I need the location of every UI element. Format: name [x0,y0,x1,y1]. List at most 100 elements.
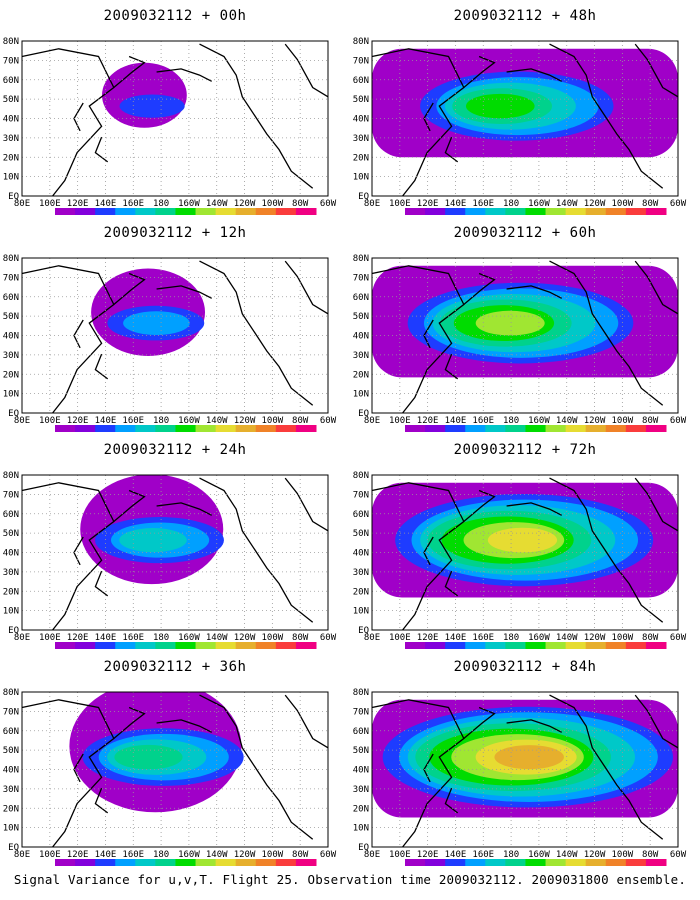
colorbar-swatch [295,642,317,649]
latitude-label: 70N [3,56,19,66]
longitude-label: 180 [503,199,519,209]
latitude-label: EQ [358,626,369,636]
longitude-label: 120W [234,199,256,209]
coastline [634,43,679,98]
coastline [444,570,459,597]
latitude-label: 40N [3,766,19,776]
longitude-label: 140E [445,633,467,643]
longitude-label: 140E [95,199,117,209]
latitude-label: 20N [353,153,369,163]
coastline [634,260,679,315]
figure-caption: Signal Variance for u,v,T. Flight 25. Ob… [13,872,687,887]
colorbar-swatch [545,642,567,649]
latitude-label: EQ [8,626,19,636]
latitude-label: 20N [353,804,369,814]
longitude-label: 80E [14,199,30,209]
colorbar-swatch [645,642,667,649]
colorbar-swatch [585,642,607,649]
colorbar-swatch [135,642,156,649]
panel-7: 2009032112 + 84h 80N 70N 60N 50N 40N 30N 20N 10… [350,651,700,868]
latitude-label: 80N [3,471,19,481]
longitude-label: 100E [389,416,411,426]
coastline [199,260,314,406]
colorbar-swatch [175,642,197,649]
coastline [634,694,679,749]
colorbar-swatch [255,425,277,432]
colorbar-swatch [275,208,297,215]
latitude-label: 80N [3,254,19,264]
variance-contour [123,311,190,336]
longitude-label: 160W [178,199,200,209]
colorbar-swatch [95,859,116,866]
colorbar-swatch [605,425,627,432]
longitude-label: 160E [122,633,144,643]
coastline [549,43,664,189]
latitude-label: 60N [353,727,369,737]
variance-contour [119,94,185,118]
longitude-label: 140W [206,633,228,643]
longitude-label: 120W [584,416,606,426]
colorbar-swatch [465,425,486,432]
longitude-label: 180 [503,850,519,860]
latitude-label: 70N [3,707,19,717]
coastline [94,570,109,597]
longitude-label: 60W [320,633,337,643]
coastline [94,136,109,163]
panel-title: 2009032112 + 00h [103,8,247,24]
latitude-label: 50N [353,95,369,105]
longitude-label: 120W [584,633,606,643]
longitude-label: 60W [670,199,687,209]
colorbar-swatch [565,425,587,432]
latitude-label: 10N [3,824,19,834]
colorbar-swatch [585,859,607,866]
longitude-label: 80E [14,416,30,426]
colorbar-swatch [215,425,237,432]
longitude-label: 100W [612,633,634,643]
panel-1: 2009032112 + 12h 80N 70N 60N 50N 40N 30N 20N 10… [0,217,350,434]
longitude-label: 140E [95,416,117,426]
latitude-label: 40N [353,549,369,559]
longitude-label: 140E [445,199,467,209]
variance-field [91,268,206,356]
colorbar-swatch [485,208,506,215]
colorbar-swatch [95,208,116,215]
longitude-label: 60W [320,199,337,209]
longitude-label: 140W [556,416,578,426]
longitude-label: 160W [178,416,200,426]
colorbar-swatch [605,208,627,215]
latitude-label: 80N [353,688,369,698]
coastline [199,43,314,189]
colorbar-swatch [75,208,96,215]
colorbar-swatch [155,859,176,866]
longitude-label: 120W [584,850,606,860]
latitude-label: 10N [3,173,19,183]
panel-title: 2009032112 + 48h [453,8,597,24]
longitude-label: 80W [642,633,659,643]
longitude-label: 80W [642,199,659,209]
colorbar-swatch [55,208,76,215]
map-frame [21,40,329,197]
colorbar-swatch [275,859,297,866]
panel-title: 2009032112 + 72h [453,442,597,458]
colorbar-swatch [405,425,426,432]
latitude-label: 10N [3,607,19,617]
latitude-label: 70N [353,707,369,717]
latitude-label: 30N [3,568,19,578]
coastline [284,43,329,98]
latitude-label: EQ [358,192,369,202]
colorbar-swatch [175,859,197,866]
coastline [156,68,212,82]
longitude-label: 80E [364,416,380,426]
variance-field [372,699,678,818]
coastline [549,477,664,623]
longitude-label: 140E [445,850,467,860]
coastline [506,68,562,82]
latitude-label: 40N [353,766,369,776]
colorbar-swatch [175,425,197,432]
colorbar-swatch [275,425,297,432]
latitude-label: EQ [358,409,369,419]
longitude-label: 120W [234,633,256,643]
